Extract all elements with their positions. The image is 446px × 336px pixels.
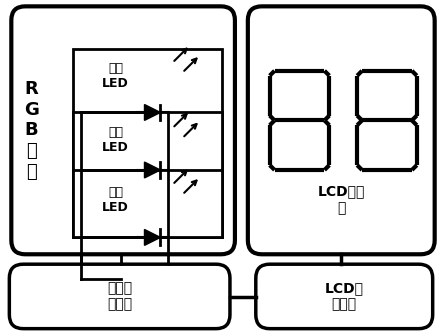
Polygon shape [145,229,161,245]
Polygon shape [145,162,161,178]
Bar [73,170,222,238]
FancyBboxPatch shape [248,6,435,254]
Bar [73,113,222,238]
Text: 背光控
制电路: 背光控 制电路 [107,281,132,311]
Text: LCD驱
动电路: LCD驱 动电路 [325,281,364,311]
Text: 绿光
LED: 绿光 LED [102,186,129,214]
Bar [73,49,222,238]
Text: R
G
B
背
光: R G B 背 光 [24,80,39,181]
FancyBboxPatch shape [256,264,433,329]
Text: LCD液晶
屏: LCD液晶 屏 [318,185,365,215]
Text: 蓝光
LED: 蓝光 LED [102,126,129,154]
Text: 红光
LED: 红光 LED [102,62,129,90]
FancyBboxPatch shape [11,6,235,254]
FancyBboxPatch shape [9,264,230,329]
Polygon shape [145,104,161,120]
